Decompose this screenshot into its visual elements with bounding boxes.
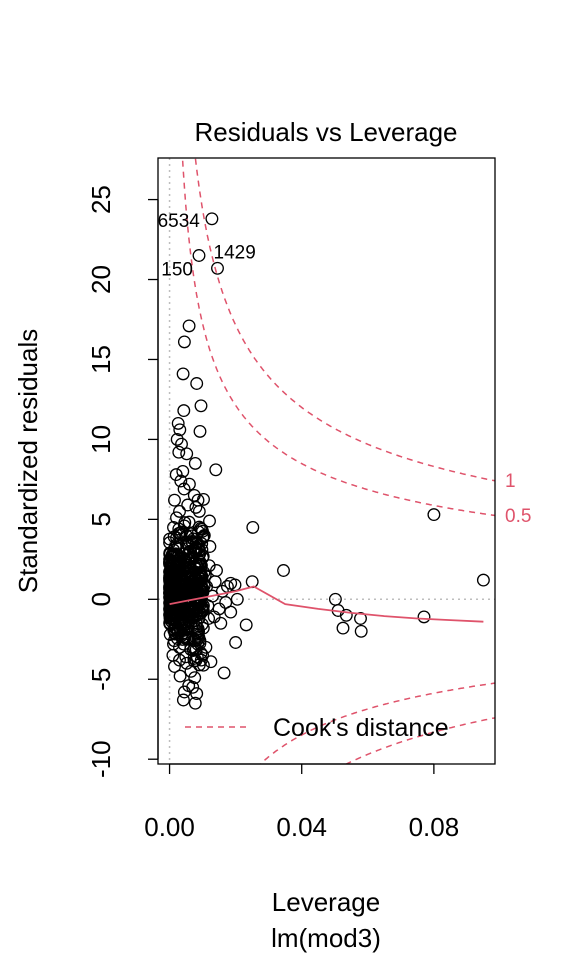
y-tick-label: -5 bbox=[86, 668, 116, 691]
data-point bbox=[230, 637, 242, 649]
data-point bbox=[178, 405, 190, 417]
data-point bbox=[195, 400, 207, 412]
data-points bbox=[164, 213, 489, 709]
cook-contour-1-upper bbox=[171, 0, 495, 481]
plot-frame bbox=[158, 158, 495, 764]
x-tick-label: 0.04 bbox=[276, 812, 327, 842]
y-axis: -10 -5 0 5 10 15 20 25 bbox=[86, 185, 158, 778]
data-point bbox=[210, 464, 222, 476]
data-point bbox=[194, 426, 206, 438]
data-point bbox=[193, 250, 205, 262]
x-axis-sublabel: lm(mod3) bbox=[271, 923, 381, 953]
data-point bbox=[229, 579, 241, 591]
data-point bbox=[428, 509, 440, 521]
cook-contour-labels: 10.5 bbox=[505, 471, 531, 527]
legend: Cook's distance bbox=[185, 714, 449, 742]
data-point bbox=[478, 574, 490, 586]
data-point bbox=[337, 622, 349, 634]
data-point bbox=[215, 618, 227, 630]
x-axis-label: Leverage bbox=[272, 887, 380, 917]
data-point bbox=[169, 494, 181, 506]
data-point bbox=[222, 581, 234, 593]
cook-contour-label: 1 bbox=[505, 471, 516, 492]
data-point bbox=[240, 619, 252, 631]
data-point bbox=[174, 506, 186, 518]
y-tick-label: -10 bbox=[86, 740, 116, 778]
point-label: 1429 bbox=[214, 242, 256, 263]
data-point bbox=[418, 611, 430, 623]
y-tick-label: 0 bbox=[86, 592, 116, 606]
data-point bbox=[355, 626, 367, 638]
data-point bbox=[247, 522, 259, 534]
data-point bbox=[212, 263, 224, 275]
data-point bbox=[178, 694, 190, 706]
data-point bbox=[225, 606, 237, 618]
x-tick-label: 0.08 bbox=[409, 812, 460, 842]
data-point bbox=[190, 458, 202, 470]
data-point bbox=[246, 576, 258, 588]
data-point bbox=[181, 448, 193, 460]
point-label: 150 bbox=[161, 260, 193, 281]
reference-lines bbox=[158, 158, 495, 764]
x-tick-label: 0.00 bbox=[144, 812, 195, 842]
data-point bbox=[278, 565, 290, 577]
point-label: 6534 bbox=[158, 211, 201, 232]
x-axis: 0.00 0.04 0.08 bbox=[144, 764, 459, 842]
chart-title: Residuals vs Leverage bbox=[194, 117, 457, 147]
legend-label: Cook's distance bbox=[273, 714, 449, 742]
data-point bbox=[218, 667, 230, 679]
y-tick-label: 10 bbox=[86, 425, 116, 454]
y-tick-label: 20 bbox=[86, 265, 116, 294]
data-point bbox=[177, 368, 189, 380]
data-point bbox=[173, 446, 185, 458]
y-axis-label: Standardized residuals bbox=[13, 329, 43, 594]
data-point bbox=[183, 320, 195, 332]
y-tick-label: 5 bbox=[86, 512, 116, 526]
data-point bbox=[191, 378, 203, 390]
y-tick-label: 25 bbox=[86, 185, 116, 214]
data-point bbox=[179, 336, 191, 348]
data-point bbox=[206, 213, 218, 225]
cook-contour-label: 0.5 bbox=[505, 506, 531, 527]
y-tick-label: 15 bbox=[86, 345, 116, 374]
data-point bbox=[174, 670, 186, 682]
